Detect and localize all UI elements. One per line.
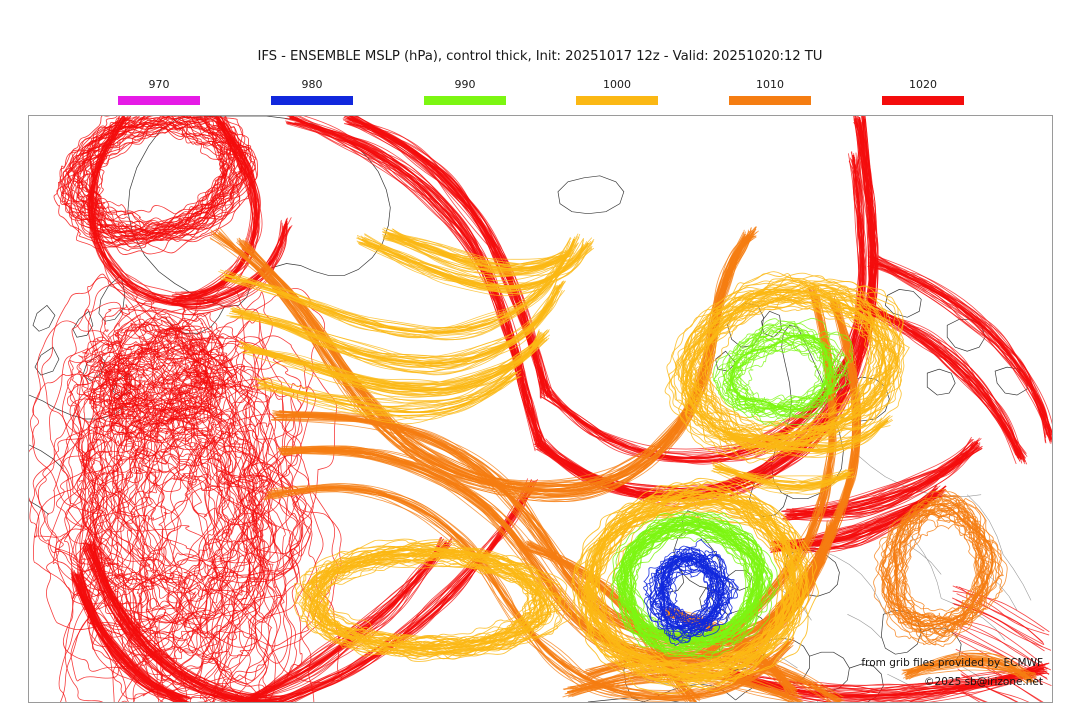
legend-label-980: 980 xyxy=(252,78,372,91)
legend-item-980[interactable]: 980 xyxy=(252,78,372,105)
legend-item-970[interactable]: 970 xyxy=(99,78,219,105)
mslp-spaghetti-plot xyxy=(29,116,1052,702)
legend-item-990[interactable]: 990 xyxy=(405,78,525,105)
legend-item-1010[interactable]: 1010 xyxy=(710,78,830,105)
legend-label-1000: 1000 xyxy=(557,78,677,91)
page-title: IFS - ENSEMBLE MSLP (hPa), control thick… xyxy=(0,49,1080,64)
legend-label-970: 970 xyxy=(99,78,219,91)
legend-label-990: 990 xyxy=(405,78,525,91)
legend-swatch-990 xyxy=(424,96,506,105)
legend-item-1020[interactable]: 1020 xyxy=(863,78,983,105)
data-source-attribution: from grib files provided by ECMWF xyxy=(861,657,1043,669)
legend-swatch-1000 xyxy=(576,96,658,105)
legend-swatch-980 xyxy=(271,96,353,105)
map-canvas[interactable]: from grib files provided by ECMWF ©2025 … xyxy=(28,115,1053,703)
legend-item-1000[interactable]: 1000 xyxy=(557,78,677,105)
legend-swatch-970 xyxy=(118,96,200,105)
pressure-level-legend: 970 980 990 1000 1010 1020 xyxy=(0,78,1080,108)
legend-swatch-1020 xyxy=(882,96,964,105)
legend-swatch-1010 xyxy=(729,96,811,105)
copyright-attribution: ©2025 sb@irizone.net xyxy=(924,676,1043,688)
legend-label-1010: 1010 xyxy=(710,78,830,91)
legend-label-1020: 1020 xyxy=(863,78,983,91)
